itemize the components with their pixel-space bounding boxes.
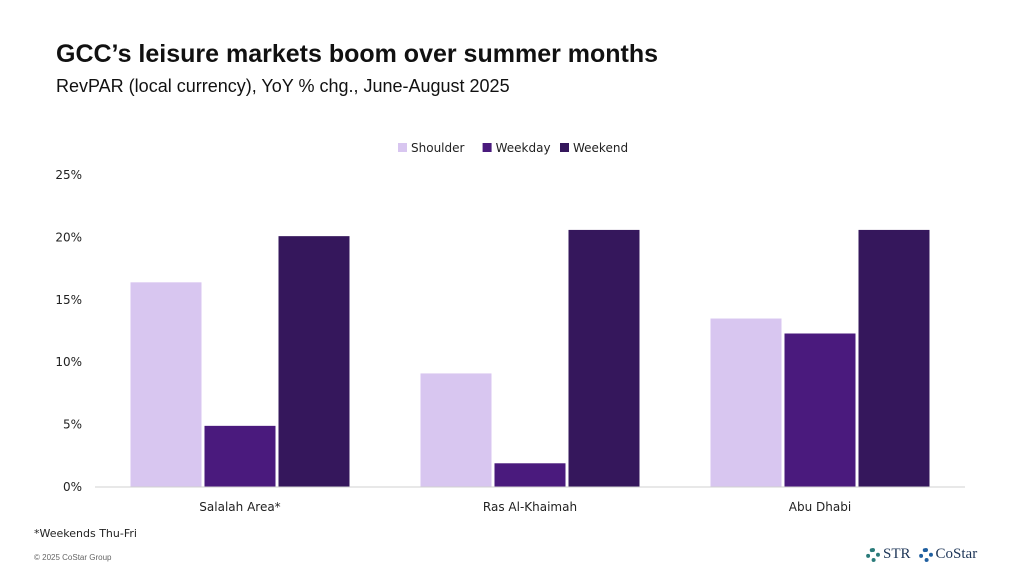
y-tick-label: 20% bbox=[55, 230, 82, 244]
legend-swatch bbox=[482, 143, 492, 152]
costar-logo-text: CoStar bbox=[935, 546, 978, 562]
y-tick-label: 10% bbox=[55, 355, 82, 369]
x-tick-label: Ras Al-Khaimah bbox=[483, 500, 577, 514]
costar-logo: CoStar bbox=[918, 546, 978, 563]
str-logo: STR bbox=[866, 546, 911, 563]
legend-label: Shoulder bbox=[411, 141, 465, 155]
bar-shoulder bbox=[420, 373, 492, 487]
y-tick-label: 5% bbox=[63, 418, 82, 432]
x-tick-label: Abu Dhabi bbox=[789, 500, 851, 514]
footnote: *Weekends Thu-Fri bbox=[34, 527, 137, 540]
bar-weekend bbox=[858, 229, 930, 488]
bar-shoulder bbox=[130, 282, 202, 487]
legend-swatch bbox=[560, 143, 569, 152]
logos: STR CoStar bbox=[866, 546, 977, 563]
str-logo-icon bbox=[866, 547, 880, 562]
chart-title: GCC’s leisure markets boom over summer m… bbox=[56, 40, 659, 68]
costar-logo-icon bbox=[918, 547, 933, 562]
bar-weekday bbox=[784, 333, 856, 487]
bar-weekend bbox=[278, 236, 350, 487]
legend-label: Weekend bbox=[573, 141, 628, 155]
y-tick-label: 15% bbox=[55, 293, 82, 307]
y-tick-label: 25% bbox=[55, 168, 82, 182]
bar-shoulder bbox=[710, 318, 782, 487]
legend-swatch bbox=[398, 143, 407, 152]
x-tick-label: Salalah Area* bbox=[199, 500, 280, 514]
bar-weekday bbox=[204, 425, 276, 487]
copyright: © 2025 CoStar Group bbox=[34, 553, 112, 562]
chart-subtitle: RevPAR (local currency), YoY % chg., Jun… bbox=[56, 76, 510, 96]
str-logo-text: STR bbox=[883, 546, 911, 562]
y-tick-label: 0% bbox=[63, 480, 82, 494]
legend-label: Weekday bbox=[496, 141, 551, 155]
bar-weekend bbox=[568, 229, 640, 488]
bar-weekday bbox=[494, 463, 566, 487]
